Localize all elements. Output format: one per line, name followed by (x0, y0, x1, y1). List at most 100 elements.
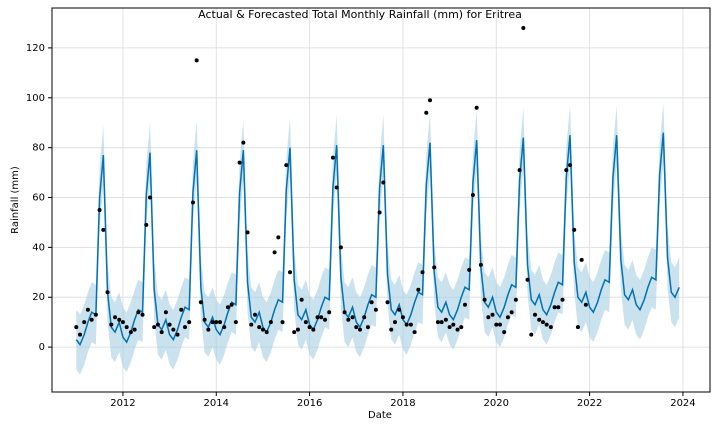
observed-point (109, 322, 114, 327)
y-tick-label: 80 (32, 143, 45, 154)
observed-point (323, 317, 327, 322)
observed-point (455, 327, 460, 332)
observed-point (369, 300, 374, 305)
observed-point (447, 325, 452, 330)
observed-point (268, 320, 273, 325)
observed-point (470, 193, 475, 198)
observed-point (105, 290, 110, 295)
observed-point (509, 310, 514, 315)
observed-point (101, 227, 106, 232)
observed-point (245, 230, 250, 235)
observed-point (432, 265, 437, 270)
observed-point (517, 168, 522, 173)
observed-point (132, 327, 137, 332)
observed-point (544, 322, 549, 327)
observed-point (459, 325, 464, 330)
x-tick-label: 2024 (670, 398, 695, 409)
observed-point (529, 332, 534, 337)
observed-point (482, 297, 487, 302)
observed-point (385, 300, 390, 305)
observed-point (249, 322, 254, 327)
observed-point (408, 322, 413, 327)
x-tick-label: 2018 (390, 398, 415, 409)
y-tick-label: 60 (32, 193, 45, 204)
observed-point (315, 315, 320, 320)
y-axis-label: Rainfall (mm) (10, 166, 21, 234)
observed-point (272, 250, 277, 255)
observed-point (533, 312, 537, 317)
observed-point (393, 320, 397, 325)
observed-point (583, 302, 588, 307)
x-tick-label: 2022 (577, 398, 602, 409)
observed-point (381, 180, 386, 185)
y-tick-label: 20 (32, 292, 45, 303)
observed-point (280, 320, 285, 325)
observed-point (303, 320, 308, 325)
observed-point (486, 315, 491, 320)
observed-point (97, 207, 102, 212)
x-axis-label: Date (368, 410, 392, 421)
observed-point (237, 160, 242, 165)
observed-point (202, 317, 207, 322)
observed-point (377, 210, 382, 215)
observed-point (439, 320, 444, 325)
observed-point (187, 320, 192, 325)
y-tick-label: 120 (26, 43, 45, 54)
observed-point (365, 325, 370, 330)
x-tick-label: 2020 (484, 398, 509, 409)
x-tick-label: 2012 (110, 398, 135, 409)
observed-point (443, 317, 448, 322)
observed-point (284, 163, 289, 168)
observed-point (218, 320, 222, 325)
observed-point (338, 245, 343, 250)
y-tick-label: 40 (32, 242, 45, 253)
observed-point (575, 325, 580, 330)
observed-point (136, 310, 141, 315)
observed-point (155, 322, 160, 327)
observed-point (82, 320, 87, 325)
observed-point (241, 140, 246, 145)
observed-point (214, 320, 219, 325)
observed-point (148, 195, 152, 200)
observed-point (113, 315, 117, 320)
observed-point (233, 320, 238, 325)
observed-point (428, 98, 432, 103)
observed-point (354, 325, 359, 330)
observed-point (225, 305, 230, 310)
observed-point (307, 325, 312, 330)
observed-point (490, 312, 495, 317)
observed-point (412, 330, 417, 335)
forecast-line (75, 132, 680, 347)
observed-point (537, 317, 542, 322)
observed-point (397, 307, 402, 312)
observed-point (463, 302, 467, 307)
observed-point (210, 320, 215, 325)
observed-point (342, 310, 347, 315)
y-tick-label: 100 (26, 93, 45, 104)
observed-point (579, 257, 584, 262)
observed-point (560, 297, 565, 302)
observed-point (85, 307, 90, 312)
observed-point (467, 267, 472, 272)
observed-point (358, 327, 362, 332)
y-tick-label: 0 (39, 342, 45, 353)
observed-point (144, 222, 149, 227)
observed-point (319, 315, 324, 320)
observed-point (295, 327, 300, 332)
x-tick-label: 2014 (204, 398, 229, 409)
observed-point (362, 315, 367, 320)
observed-point (299, 297, 304, 302)
observed-point (288, 270, 292, 275)
observed-point (222, 325, 227, 330)
observed-point (568, 163, 572, 168)
observed-point (253, 312, 257, 317)
observed-point (373, 307, 378, 312)
observed-point (93, 312, 98, 317)
x-tick-label: 2016 (297, 398, 322, 409)
observed-point (117, 317, 122, 322)
observed-point (183, 325, 187, 330)
observed-point (521, 25, 526, 30)
observed-point (152, 325, 157, 330)
observed-point (330, 155, 335, 160)
